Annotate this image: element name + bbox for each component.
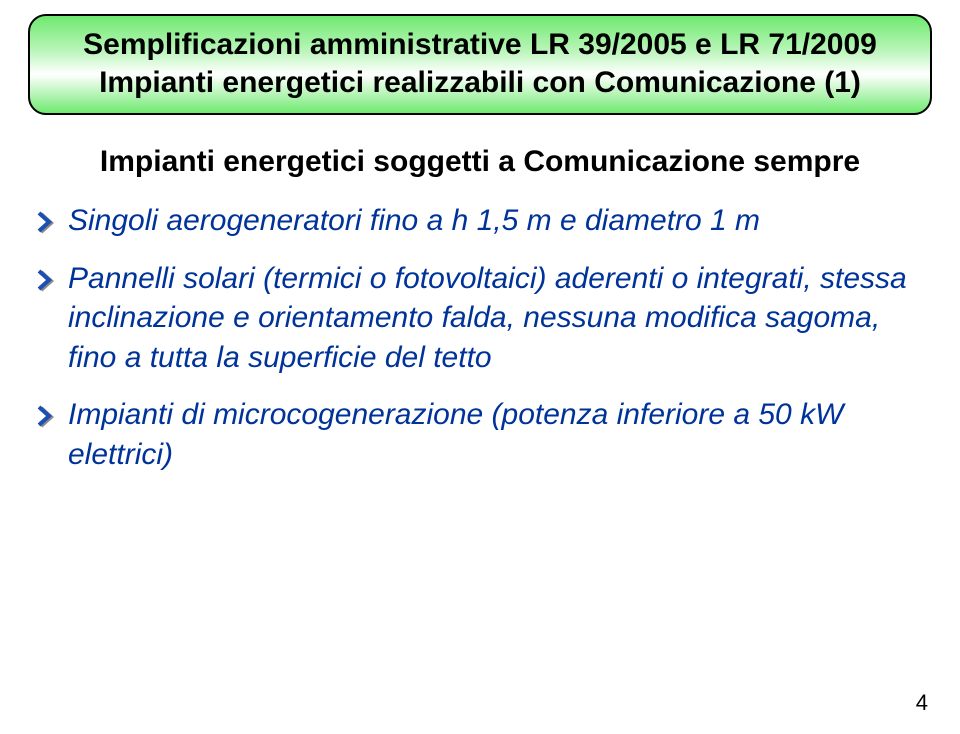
- body-content: Impianti energetici soggetti a Comunicaz…: [28, 115, 932, 475]
- list-item: Impianti di microcogenerazione (potenza …: [34, 395, 926, 474]
- chevron-right-icon: [34, 268, 58, 292]
- list-item-text: Impianti di microcogenerazione (potenza …: [68, 395, 926, 474]
- slide-page: Semplificazioni amministrative LR 39/200…: [0, 0, 960, 734]
- chevron-right-icon: [34, 404, 58, 428]
- list-item: Singoli aerogeneratori fino a h 1,5 m e …: [34, 201, 926, 241]
- list-item: Pannelli solari (termici o fotovoltaici)…: [34, 259, 926, 378]
- page-number: 4: [916, 690, 928, 716]
- list-item-text: Singoli aerogeneratori fino a h 1,5 m e …: [68, 201, 926, 241]
- header-line-2: Impianti energetici realizzabili con Com…: [54, 64, 906, 102]
- header-box: Semplificazioni amministrative LR 39/200…: [28, 14, 932, 115]
- list-item-text: Pannelli solari (termici o fotovoltaici)…: [68, 259, 926, 378]
- header-line-1: Semplificazioni amministrative LR 39/200…: [54, 26, 906, 64]
- chevron-right-icon: [34, 210, 58, 234]
- subtitle: Impianti energetici soggetti a Comunicaz…: [34, 145, 926, 179]
